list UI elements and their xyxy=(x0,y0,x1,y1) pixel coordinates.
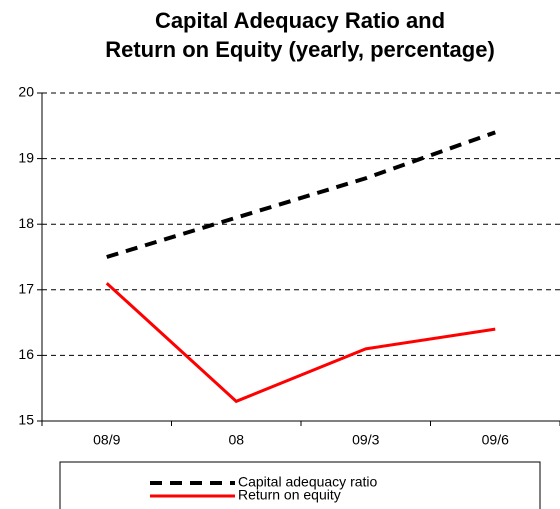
y-tick-label: 17 xyxy=(18,281,34,297)
y-tick-label: 15 xyxy=(18,412,34,428)
series-line xyxy=(106,130,496,259)
legend-label: Return on equity xyxy=(238,487,341,503)
y-tick-label: 16 xyxy=(18,346,34,362)
legend-label: Capital adequacy ratio xyxy=(238,474,378,490)
chart-title: Capital Adequacy Ratio and xyxy=(155,8,445,33)
series-line xyxy=(105,282,496,404)
legend-box xyxy=(59,461,541,509)
y-tick-label: 19 xyxy=(18,149,34,165)
x-tick-label: 09/3 xyxy=(352,432,379,448)
chart-title: Return on Equity (yearly, percentage) xyxy=(105,37,495,62)
x-tick-label: 08 xyxy=(228,432,244,448)
x-tick-label: 09/6 xyxy=(482,432,509,448)
y-tick-label: 20 xyxy=(18,84,34,100)
x-tick-label: 08/9 xyxy=(93,432,120,448)
y-tick-label: 18 xyxy=(18,215,34,231)
